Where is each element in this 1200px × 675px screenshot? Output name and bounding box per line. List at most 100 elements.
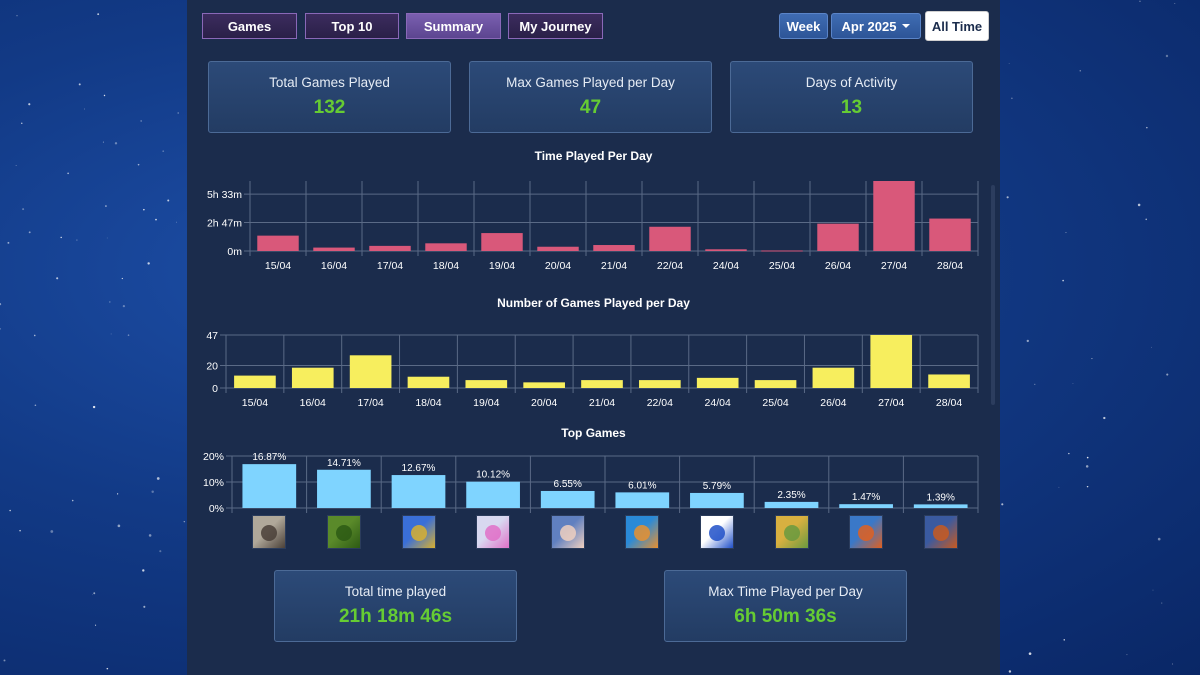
sonic-game-icon[interactable] <box>699 515 734 549</box>
game-thumbnail-figure <box>410 525 427 541</box>
star-icon <box>93 592 96 595</box>
time-bar <box>481 233 523 251</box>
bike-racer-game-icon[interactable] <box>923 515 958 549</box>
tab-summary[interactable]: Summary <box>406 13 501 39</box>
star-icon <box>143 208 145 211</box>
games-bar <box>812 367 855 388</box>
games-bar <box>465 380 508 388</box>
max-games-day-card: Max Games Played per Day 47 <box>469 61 712 133</box>
star-icon <box>97 13 100 16</box>
x-tick-label: 18/04 <box>433 260 459 272</box>
snake-game-icon[interactable] <box>326 515 361 549</box>
games-bar <box>523 382 565 388</box>
racing-game-icon[interactable] <box>252 515 287 549</box>
data-label: 6.55% <box>554 479 582 490</box>
total-games-label: Total Games Played <box>269 75 390 90</box>
month-dropdown[interactable]: Apr 2025 <box>831 13 921 39</box>
total-games-card: Total Games Played 132 <box>208 61 451 133</box>
y-tick-label: 0m <box>227 246 242 258</box>
top-games-chart-title: Top Games <box>561 426 626 440</box>
blue-creature-game-icon[interactable] <box>401 515 436 549</box>
x-tick-label: 27/04 <box>881 260 907 272</box>
data-label: 12.67% <box>402 463 436 474</box>
all-time-button[interactable]: All Time <box>925 11 989 41</box>
star-icon <box>177 112 179 114</box>
y-tick-label: 2h 47m <box>207 217 242 229</box>
star-icon <box>1091 358 1093 360</box>
adventure-map-game-icon[interactable] <box>774 515 809 549</box>
time-chart-title: Time Played Per Day <box>534 149 653 163</box>
game-thumbnail-figure <box>261 525 278 541</box>
games-played-chart: 0 20 47 15/04 16/04 17/04 18/04 19/04 20/04 21/04… <box>206 330 979 409</box>
top-games-chart: 0% 10% 20% 16.87% 14.71% 12.67% 10.12% 6.55% 6.0… <box>203 451 979 515</box>
data-label: 14.71% <box>327 458 361 469</box>
pony-game-icon[interactable] <box>476 515 511 549</box>
x-tick-label: 16/04 <box>321 260 347 272</box>
total-games-value: 132 <box>313 97 346 118</box>
tab-my-journey[interactable]: My Journey <box>508 13 603 39</box>
data-label: 5.79% <box>703 481 731 492</box>
star-icon <box>1137 203 1141 207</box>
x-tick-label: 21/04 <box>589 397 615 409</box>
star-icon <box>34 404 37 407</box>
time-bar <box>537 246 579 251</box>
star-icon <box>7 241 10 244</box>
week-button[interactable]: Week <box>779 13 828 39</box>
girl-character-game-icon[interactable] <box>550 515 585 549</box>
games-bar <box>754 380 797 388</box>
star-icon <box>71 499 74 502</box>
game-thumbnail-figure <box>858 525 875 541</box>
games-bar <box>349 355 392 388</box>
star-icon <box>1145 218 1147 221</box>
star-icon <box>1157 537 1161 541</box>
x-tick-label: 24/04 <box>705 397 731 409</box>
x-tick-label: 26/04 <box>825 260 851 272</box>
star-icon <box>92 405 96 409</box>
top-game-bar <box>839 504 893 508</box>
star-icon <box>92 594 93 596</box>
top-game-bar <box>317 469 371 508</box>
fox-runner-game-icon[interactable] <box>625 515 660 549</box>
star-icon <box>117 524 121 528</box>
star-icon <box>1161 602 1163 604</box>
star-icon <box>1086 456 1089 459</box>
star-icon <box>102 141 104 143</box>
games-bar <box>696 377 739 388</box>
time-bar <box>593 245 635 251</box>
days-activity-card: Days of Activity 13 <box>730 61 973 133</box>
game-thumbnail-figure <box>783 525 800 541</box>
x-tick-label: 17/04 <box>357 397 383 409</box>
star-icon <box>1034 383 1036 386</box>
time-bar <box>873 181 915 251</box>
x-tick-label: 19/04 <box>473 397 499 409</box>
tab-games[interactable]: Games <box>202 13 297 39</box>
total-time-value: 21h 18m 46s <box>338 606 453 627</box>
tab-top-10[interactable]: Top 10 <box>305 13 399 39</box>
x-tick-label: 17/04 <box>377 260 403 272</box>
x-tick-label: 21/04 <box>601 260 627 272</box>
star-icon <box>95 624 97 626</box>
star-icon <box>33 334 36 337</box>
top-game-bar <box>540 490 595 508</box>
top-game-bar <box>764 501 819 508</box>
star-icon <box>140 120 142 122</box>
y-tick-label: 10% <box>203 477 224 489</box>
star-icon <box>162 150 165 152</box>
dragon-game-icon[interactable] <box>849 515 884 549</box>
star-icon <box>151 490 154 493</box>
days-activity-label: Days of Activity <box>805 75 898 90</box>
time-bar <box>369 245 411 251</box>
scrollbar[interactable] <box>991 185 995 405</box>
time-bar <box>761 250 803 252</box>
star-icon <box>1063 639 1065 641</box>
star-icon <box>78 83 81 86</box>
games-bar <box>581 380 623 388</box>
star-icon <box>1166 373 1169 376</box>
time-played-chart: 0m 2h 47m 5h 33m 15/04 16/04 17/04 18/04 19/04 2… <box>207 181 979 272</box>
star-icon <box>0 303 2 306</box>
top-game-bar <box>913 504 968 508</box>
top-game-bar <box>466 481 520 508</box>
star-icon <box>1152 589 1154 591</box>
x-tick-label: 25/04 <box>769 260 795 272</box>
